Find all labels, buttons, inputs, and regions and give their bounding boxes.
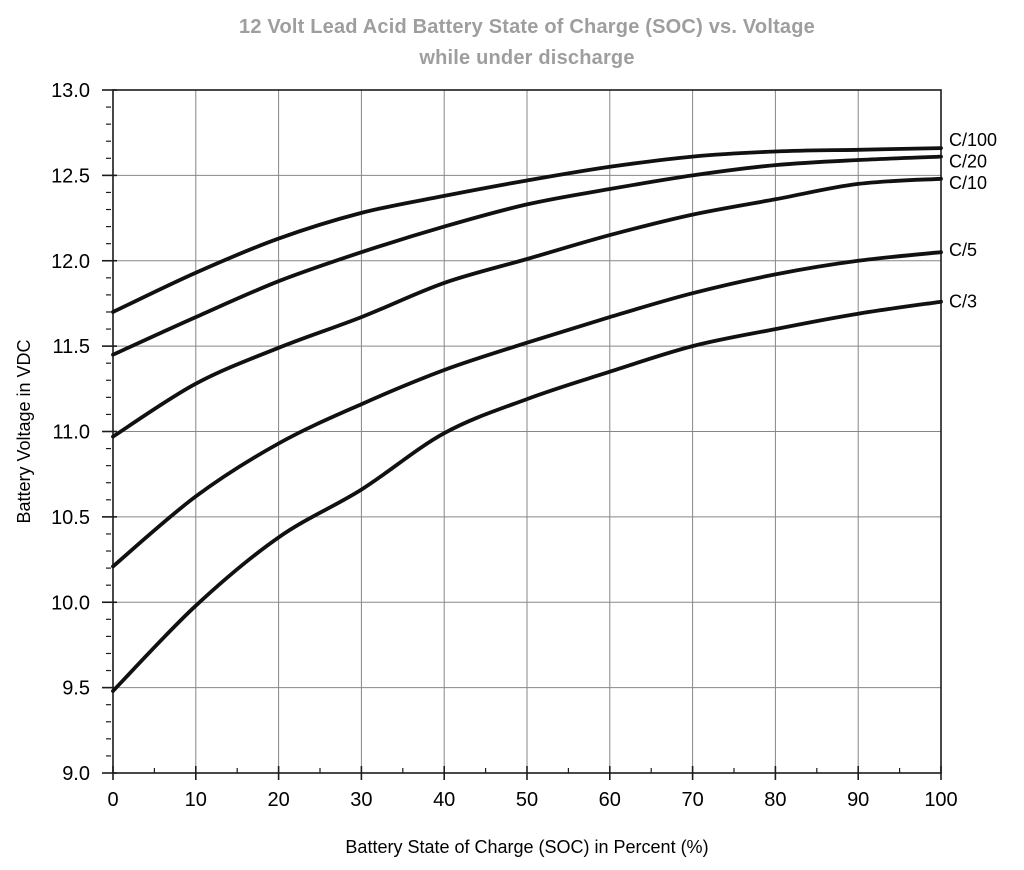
- x-tick-label: 20: [267, 789, 289, 811]
- x-tick-label: 50: [516, 789, 538, 811]
- chart-title-line-2: while under discharge: [419, 47, 635, 69]
- x-tick-label: 60: [599, 789, 621, 811]
- series-curve-c20: [111, 154, 943, 357]
- series-label-c100: C/100: [949, 130, 997, 150]
- chart-title-line-1: 12 Volt Lead Acid Battery State of Charg…: [239, 16, 815, 38]
- x-tick-label: 70: [681, 789, 703, 811]
- x-tick-label: 100: [924, 789, 957, 811]
- series-label-c10: C/10: [949, 173, 987, 193]
- y-tick-label: 10.0: [51, 592, 90, 614]
- x-tick-label: 0: [107, 789, 118, 811]
- x-tick-label: 40: [433, 789, 455, 811]
- y-tick-label: 9.0: [62, 763, 90, 785]
- series-curve-c5: [111, 250, 943, 569]
- x-tick-label: 30: [350, 789, 372, 811]
- y-tick-label: 13.0: [51, 80, 90, 102]
- x-tick-label: 10: [185, 789, 207, 811]
- y-axis-title: Battery Voltage in VDC: [14, 339, 34, 523]
- series-curve-c3: [111, 299, 943, 693]
- series-label-c20: C/20: [949, 152, 987, 172]
- series-curve-c10: [111, 176, 943, 439]
- x-tick-label: 80: [764, 789, 786, 811]
- x-tick-label: 90: [847, 789, 869, 811]
- y-tick-label: 11.0: [53, 422, 90, 444]
- chart-title: 12 Volt Lead Acid Battery State of Charg…: [113, 12, 941, 74]
- y-tick-label: 10.5: [51, 507, 90, 529]
- x-axis-title: Battery State of Charge (SOC) in Percent…: [345, 837, 708, 857]
- y-tick-label: 9.5: [62, 678, 90, 700]
- y-tick-label: 12.0: [51, 251, 90, 273]
- series-curve-c100: [111, 146, 943, 314]
- y-tick-label: 12.5: [51, 165, 90, 187]
- series-label-c5: C/5: [949, 240, 977, 260]
- y-tick-label: 11.5: [53, 336, 90, 358]
- series-label-c3: C/3: [949, 292, 977, 312]
